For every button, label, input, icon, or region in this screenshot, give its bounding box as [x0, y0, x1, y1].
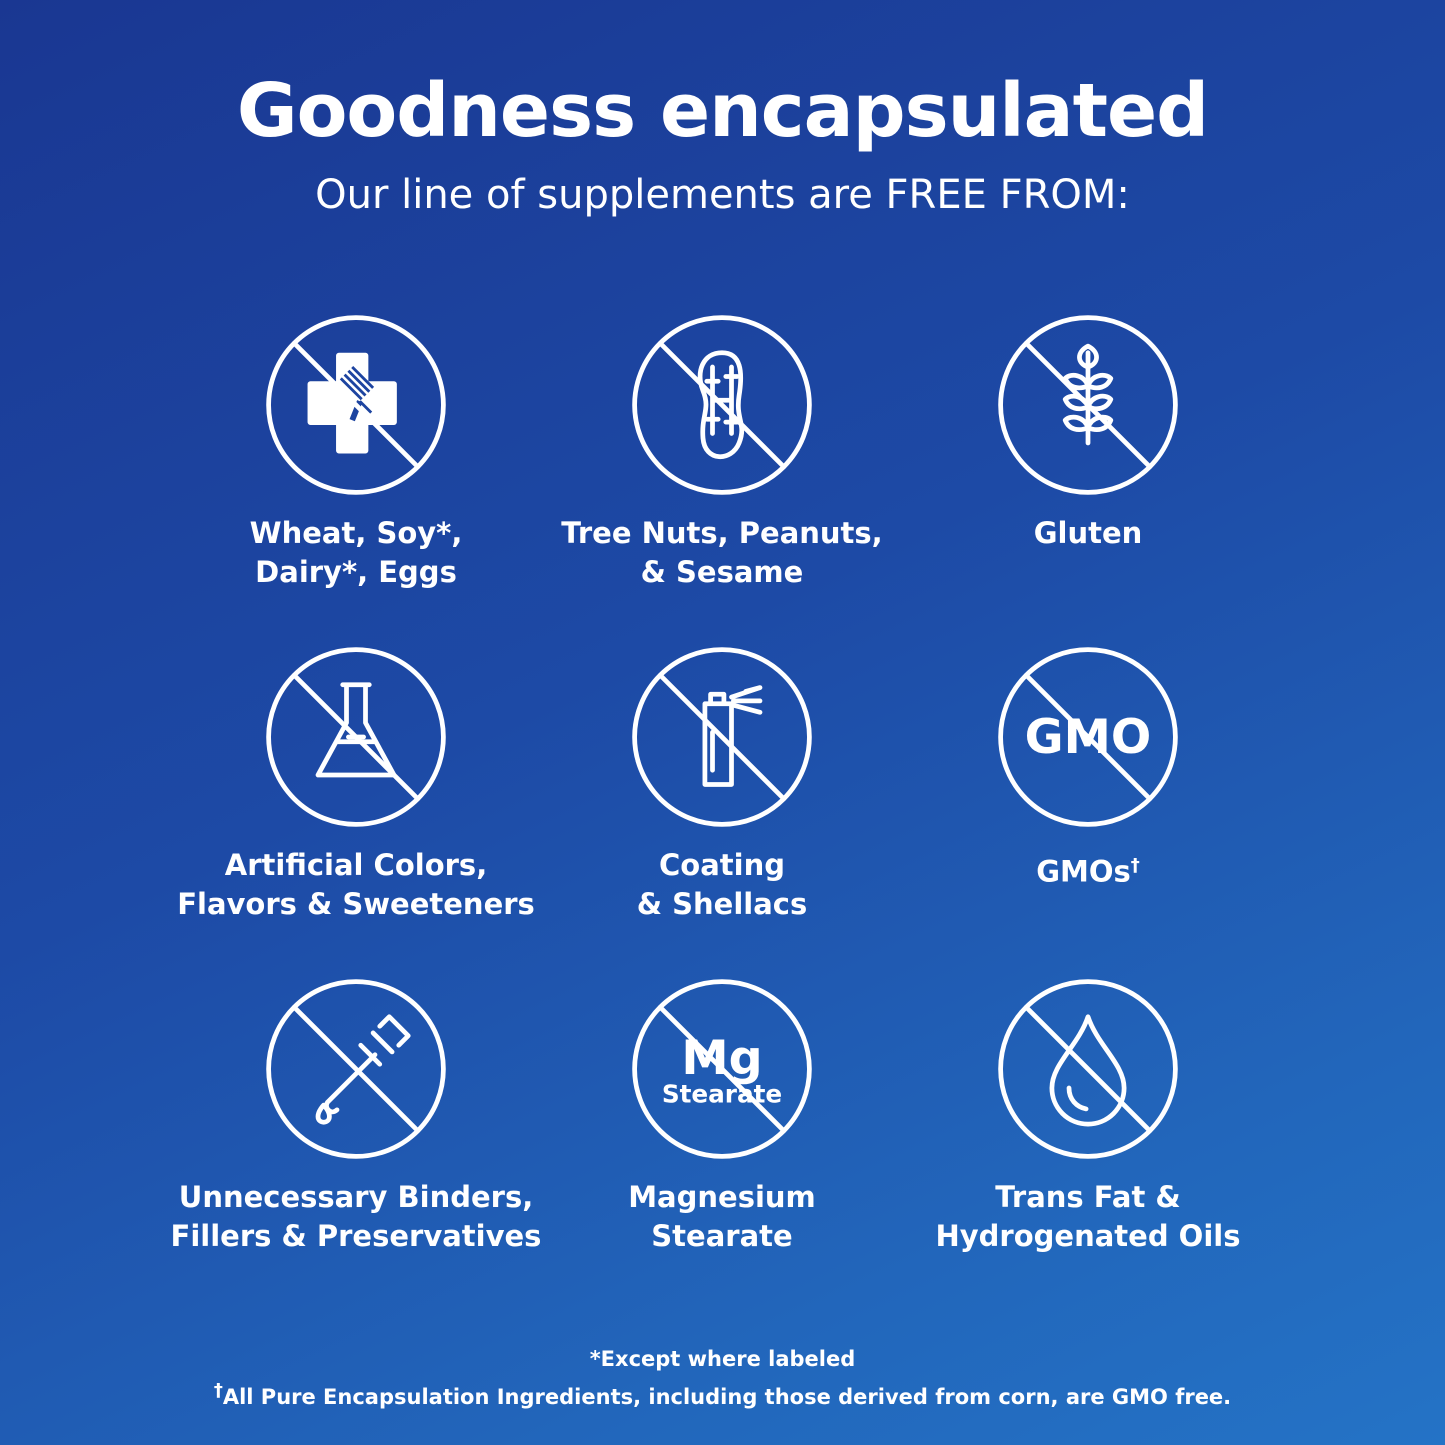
- page-subtitle: Our line of supplements are FREE FROM:: [315, 172, 1130, 218]
- free-from-item: Coating & Shellacs: [512, 642, 932, 924]
- footnote-gmo-text: All Pure Encapsulation Ingredients, incl…: [222, 1385, 1232, 1409]
- page-title: Goodness encapsulated: [236, 68, 1209, 154]
- oil-drop-icon: [998, 979, 1178, 1159]
- free-from-item: GMO GMOs†: [878, 642, 1298, 892]
- footnote-gmo: †All Pure Encapsulation Ingredients, inc…: [0, 1380, 1445, 1409]
- free-from-item: Tree Nuts, Peanuts, & Sesame: [512, 310, 932, 592]
- peanut-icon: [632, 315, 812, 495]
- dagger-mark: †: [213, 1380, 223, 1401]
- item-label: GMOs†: [1036, 854, 1140, 889]
- free-from-item: Trans Fat & Hydrogenated Oils: [878, 974, 1298, 1256]
- item-label: Trans Fat & Hydrogenated Oils: [935, 1180, 1241, 1253]
- item-label: Magnesium Stearate: [628, 1180, 816, 1253]
- item-label: Gluten: [1033, 516, 1143, 550]
- wheat-icon: [998, 315, 1178, 495]
- spray-can-icon: [632, 647, 812, 827]
- free-from-item: Wheat, Soy*, Dairy*, Eggs: [146, 310, 566, 592]
- free-from-item: Gluten: [878, 310, 1298, 553]
- item-label: Artificial Colors, Flavors & Sweeteners: [177, 848, 535, 921]
- free-from-item: Mg Stearate Magnesium Stearate: [512, 974, 932, 1256]
- free-from-item: Artificial Colors, Flavors & Sweeteners: [146, 642, 566, 924]
- free-from-item: Unnecessary Binders, Fillers & Preservat…: [146, 974, 566, 1256]
- item-label: Unnecessary Binders, Fillers & Preservat…: [170, 1180, 542, 1253]
- flask-icon: [266, 647, 446, 827]
- dropper-icon: [266, 979, 446, 1159]
- item-label: Tree Nuts, Peanuts, & Sesame: [561, 516, 883, 589]
- item-label: Wheat, Soy*, Dairy*, Eggs: [249, 516, 463, 589]
- allergen-cross-fork-icon: [266, 315, 446, 495]
- footnote-except: *Except where labeled: [589, 1347, 856, 1371]
- item-label: Coating & Shellacs: [636, 848, 808, 921]
- svg-text:Stearate: Stearate: [662, 1079, 782, 1108]
- gmo-icon: GMO: [998, 647, 1178, 827]
